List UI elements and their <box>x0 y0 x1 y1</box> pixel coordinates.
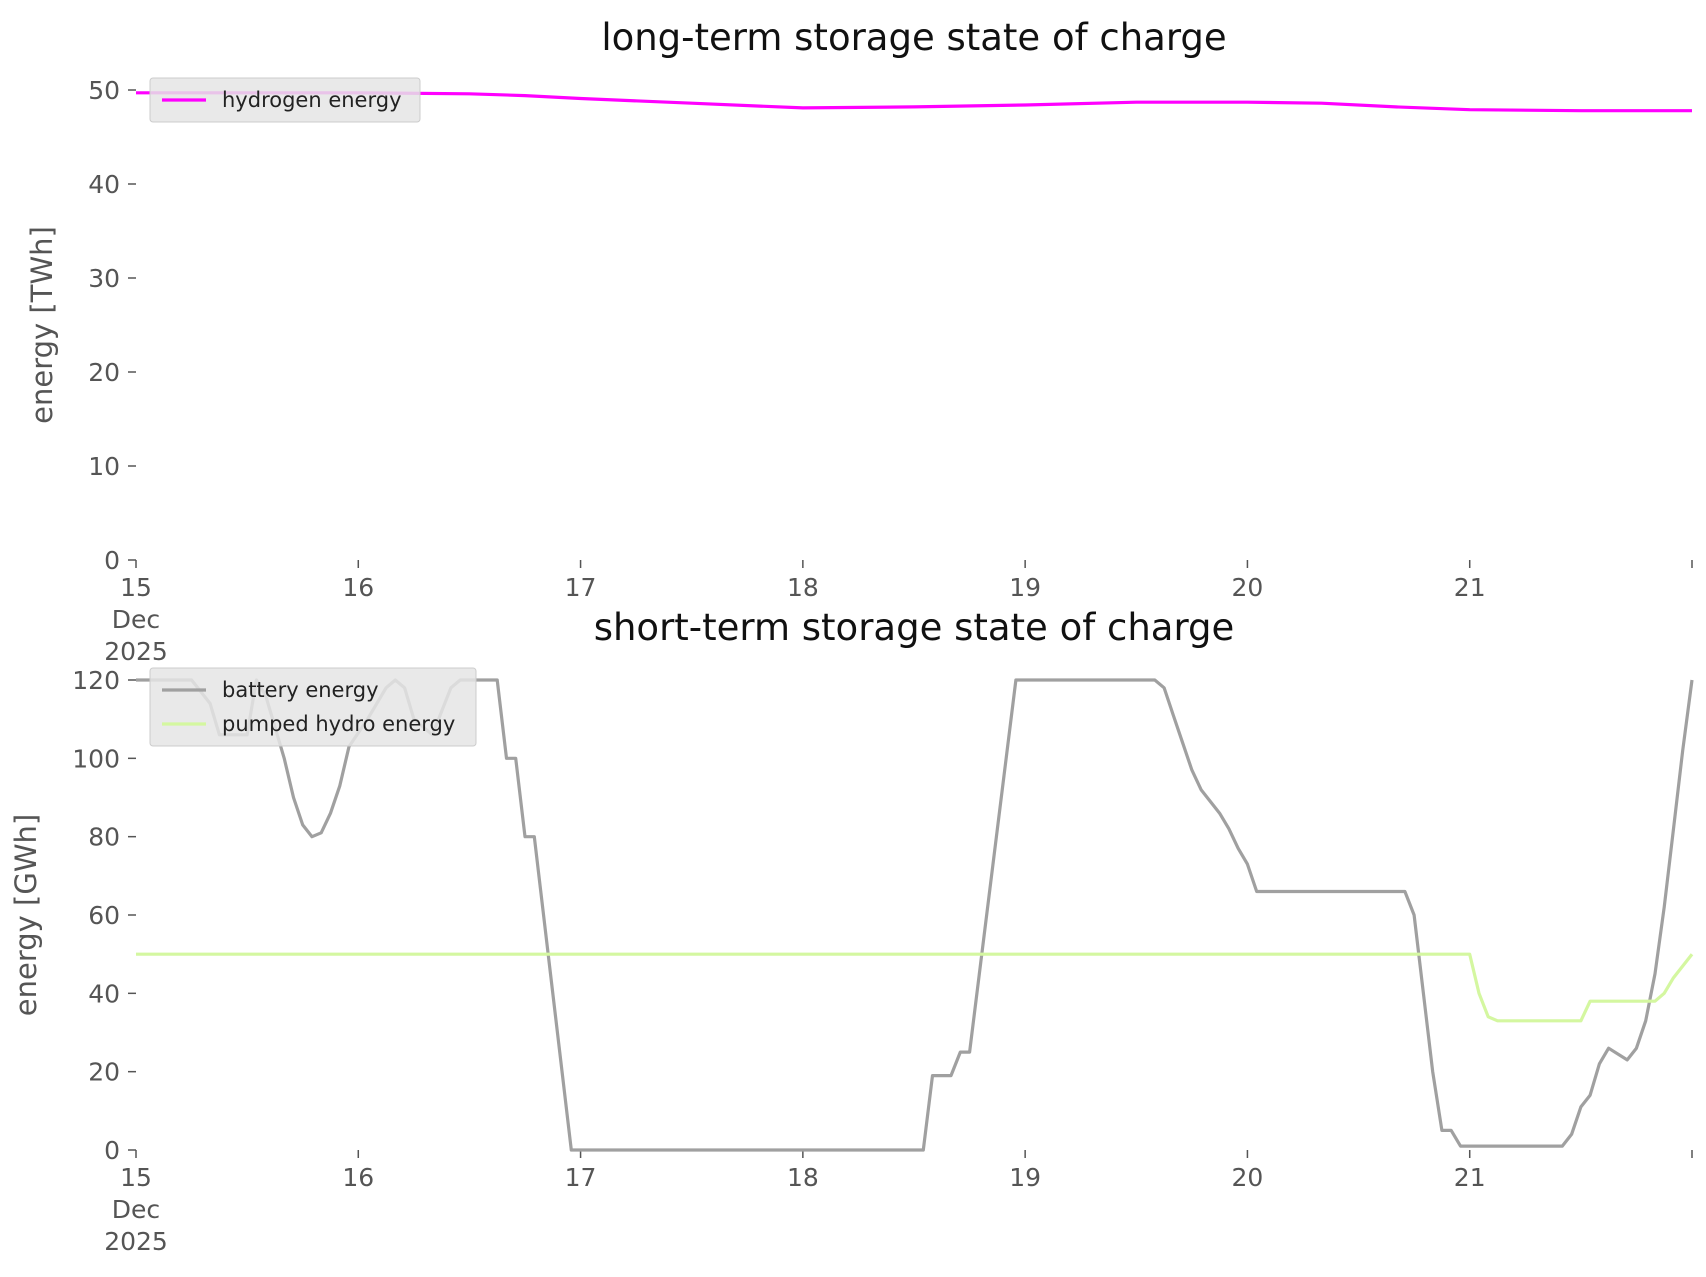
y-tick-label: 0 <box>104 546 120 575</box>
x-tick-label: 18 <box>787 573 819 602</box>
y-tick-label: 120 <box>72 666 120 695</box>
legend-label: battery energy <box>222 678 379 702</box>
y-tick-label: 60 <box>88 901 120 930</box>
legend-box <box>149 667 477 747</box>
y-tick-label: 0 <box>104 1136 120 1165</box>
chart-title: long-term storage state of charge <box>601 16 1226 59</box>
y-tick-label: 100 <box>72 744 120 773</box>
x-tick-label: 19 <box>1009 573 1041 602</box>
y-tick-label: 10 <box>88 452 120 481</box>
x-tick-label-line: 16 <box>342 573 374 602</box>
chart-title: short-term storage state of charge <box>594 606 1235 649</box>
x-tick-label-line: 21 <box>1454 1163 1486 1192</box>
y-tick-label: 30 <box>88 264 120 293</box>
series-line-2 <box>136 952 1694 1023</box>
x-tick-label: 17 <box>565 1163 597 1192</box>
legend-label: hydrogen energy <box>222 88 402 112</box>
x-tick-label: 17 <box>565 573 597 602</box>
x-tick-label: 18 <box>787 1163 819 1192</box>
x-tick-label: 20 <box>1232 1163 1264 1192</box>
x-tick-label-line: 17 <box>565 1163 597 1192</box>
x-tick-label-line: 2025 <box>104 1227 168 1256</box>
x-tick-label-line: 20 <box>1232 573 1264 602</box>
legend-label: pumped hydro energy <box>222 712 455 736</box>
x-tick-label: 16 <box>342 573 374 602</box>
series-line-1 <box>136 91 1692 113</box>
x-tick-label-line: 18 <box>787 573 819 602</box>
y-tick-label: 50 <box>88 76 120 105</box>
x-tick-label-line: 20 <box>1232 1163 1264 1192</box>
x-tick-label-line: 17 <box>565 573 597 602</box>
y-tick-label: 80 <box>88 823 120 852</box>
x-tick-label-line: 2025 <box>104 637 168 666</box>
x-tick-label: 19 <box>1009 1163 1041 1192</box>
x-tick-label-line: 21 <box>1454 573 1486 602</box>
x-tick-label: 15 Dec 2025 <box>104 573 168 666</box>
x-tick-label-line: Dec <box>112 605 160 634</box>
y-tick-label: 40 <box>88 170 120 199</box>
y-axis-label: energy [GWh] <box>9 814 43 1016</box>
x-tick-label-line: 19 <box>1009 1163 1041 1192</box>
series-line-1 <box>136 678 1694 1152</box>
y-tick-label: 20 <box>88 358 120 387</box>
x-tick-label: 21 <box>1454 573 1486 602</box>
x-tick-label: 16 <box>342 1163 374 1192</box>
y-axis-label: energy [TWh] <box>25 226 59 424</box>
x-tick-label-line: 15 <box>120 1163 152 1192</box>
x-tick-label-line: 18 <box>787 1163 819 1192</box>
y-tick-label: 40 <box>88 979 120 1008</box>
y-tick-label: 20 <box>88 1058 120 1087</box>
x-tick-label: 20 <box>1232 573 1264 602</box>
x-tick-label: 21 <box>1454 1163 1486 1192</box>
x-tick-label-line: Dec <box>112 1195 160 1224</box>
x-tick-label-line: 16 <box>342 1163 374 1192</box>
x-tick-label-line: 19 <box>1009 573 1041 602</box>
x-tick-label-line: 15 <box>120 573 152 602</box>
legend-box <box>149 77 421 123</box>
x-tick-label: 15 Dec 2025 <box>104 1163 168 1256</box>
